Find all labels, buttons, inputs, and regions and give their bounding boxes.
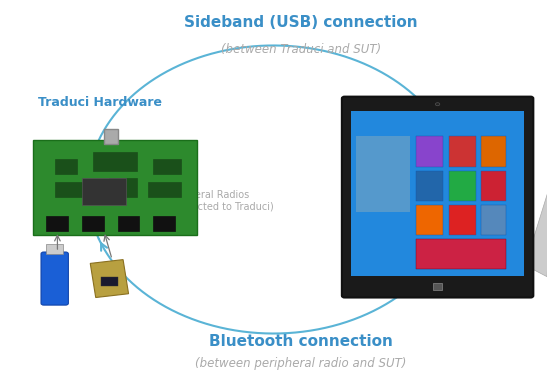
Bar: [416, 205, 443, 235]
Text: Traduci Hardware: Traduci Hardware: [38, 96, 162, 109]
Polygon shape: [90, 260, 129, 298]
Bar: [93, 152, 137, 171]
Bar: [416, 136, 443, 167]
Text: Sideband (USB) connection: Sideband (USB) connection: [184, 15, 418, 30]
Bar: [351, 111, 524, 276]
Polygon shape: [525, 177, 547, 277]
FancyBboxPatch shape: [41, 252, 68, 305]
Bar: [101, 277, 118, 286]
Bar: [55, 182, 88, 197]
Bar: [481, 171, 506, 201]
Text: Bluetooth connection: Bluetooth connection: [209, 334, 393, 349]
Bar: [433, 283, 442, 290]
Bar: [82, 178, 126, 205]
Bar: [153, 216, 175, 231]
Bar: [449, 205, 476, 235]
Bar: [82, 216, 104, 231]
Text: (between Traduci and SUT): (between Traduci and SUT): [221, 43, 381, 56]
Text: Peripheral Radios
(connected to Traduci): Peripheral Radios (connected to Traduci): [164, 190, 274, 211]
Bar: [46, 244, 63, 254]
Bar: [153, 159, 181, 174]
Bar: [104, 129, 118, 144]
Bar: [416, 171, 443, 201]
Text: (between peripheral radio and SUT): (between peripheral radio and SUT): [195, 357, 406, 370]
Bar: [118, 216, 139, 231]
Bar: [449, 136, 476, 167]
Bar: [481, 205, 506, 235]
Ellipse shape: [435, 103, 440, 106]
FancyBboxPatch shape: [342, 97, 533, 298]
Bar: [416, 239, 506, 269]
Bar: [109, 178, 137, 197]
Bar: [33, 140, 197, 235]
Bar: [356, 136, 410, 212]
Bar: [481, 136, 506, 167]
Bar: [449, 171, 476, 201]
Bar: [55, 159, 77, 174]
Bar: [148, 182, 181, 197]
Bar: [46, 216, 68, 231]
